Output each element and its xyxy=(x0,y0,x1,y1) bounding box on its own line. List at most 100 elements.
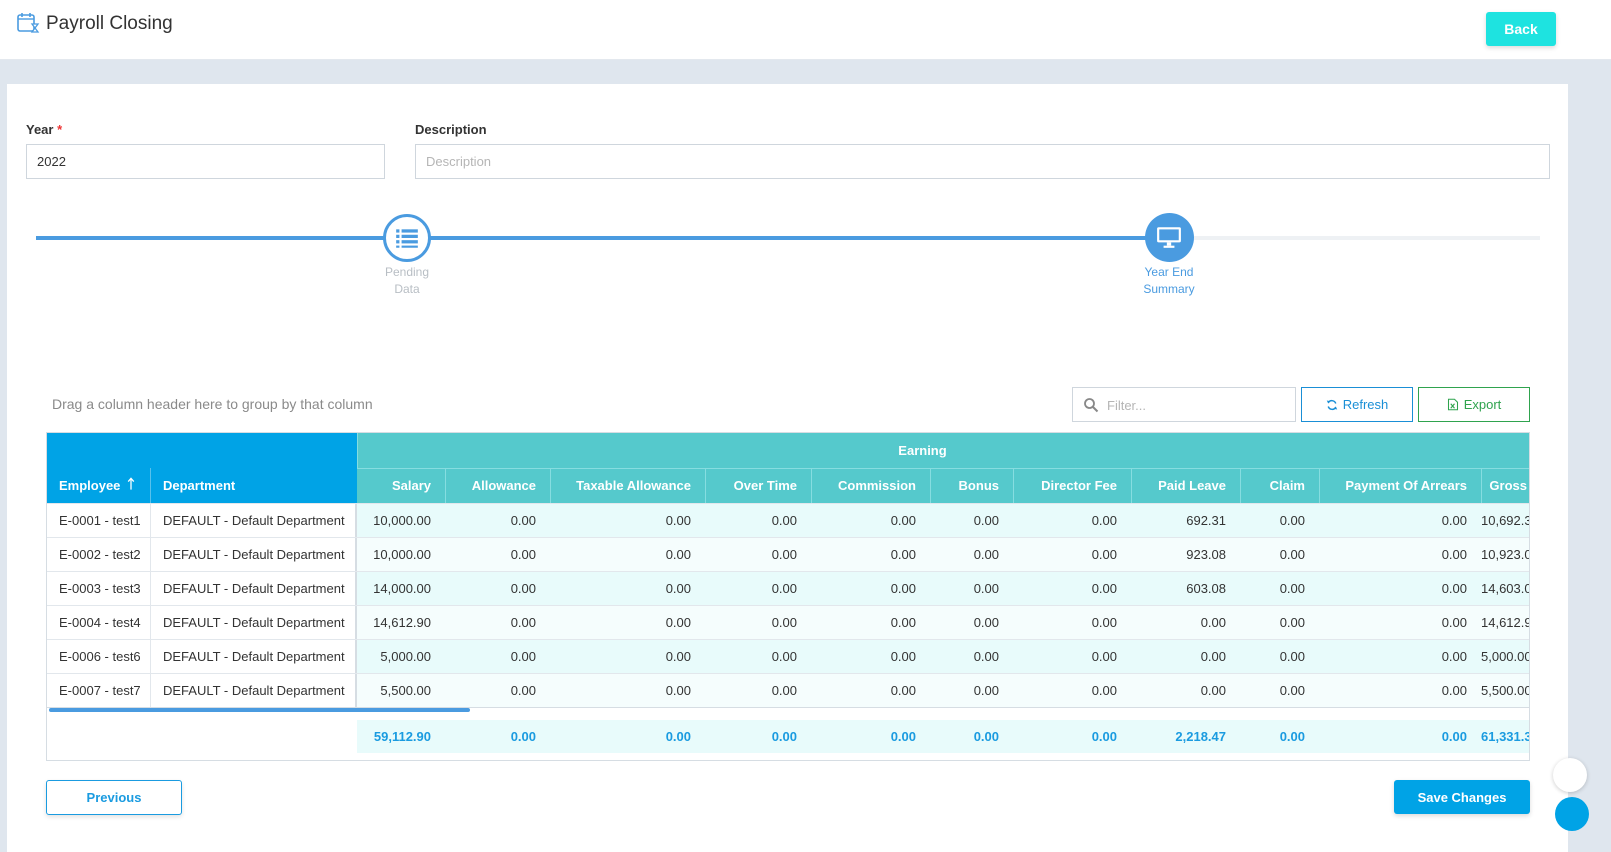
stepper-progress-line xyxy=(36,236,1169,240)
column-header[interactable]: Claim xyxy=(1240,469,1319,503)
value-cell: 0.00 xyxy=(811,606,930,639)
column-header[interactable]: Bonus xyxy=(930,469,1013,503)
total-cell: 0.00 xyxy=(973,729,999,744)
export-button[interactable]: Export xyxy=(1418,387,1530,422)
table-row[interactable]: E-0007 - test7 DEFAULT - Default Departme… xyxy=(47,673,1529,707)
value-cell: 0.00 xyxy=(930,606,1013,639)
chat-icon[interactable] xyxy=(1555,797,1589,831)
step-label-line: Year End xyxy=(1144,265,1194,279)
department-cell: DEFAULT - Default Department xyxy=(151,606,357,639)
value-cell: 0.00 xyxy=(705,538,811,571)
stepper-remaining-line xyxy=(1169,236,1540,240)
total-cell: 0.00 xyxy=(510,729,536,744)
department-cell: DEFAULT - Default Department xyxy=(151,640,357,673)
column-header-department[interactable]: Department xyxy=(163,478,236,493)
step-label-line: Pending xyxy=(384,265,430,279)
value-cell: 14,612.90 xyxy=(357,606,445,639)
value-cell: 0.00 xyxy=(705,606,811,639)
value-cell: 603.08 xyxy=(1131,572,1240,605)
value-cell: 0.00 xyxy=(930,538,1013,571)
column-header[interactable]: Commission xyxy=(811,469,930,503)
column-header-employee[interactable]: Employee xyxy=(47,468,151,503)
value-cell: 0.00 xyxy=(705,504,811,537)
value-cell: 5,500.00 xyxy=(1481,674,1529,707)
value-cell: 0.00 xyxy=(550,504,705,537)
department-cell: DEFAULT - Default Department xyxy=(151,538,357,571)
value-cell: 0.00 xyxy=(445,640,550,673)
step-pending-data-label: Pending Data xyxy=(362,264,452,298)
department-cell: DEFAULT - Default Department xyxy=(151,504,357,537)
value-cell: 0.00 xyxy=(1240,674,1319,707)
value-cell: 0.00 xyxy=(1240,504,1319,537)
previous-button[interactable]: Previous xyxy=(46,780,182,815)
value-cell: 0.00 xyxy=(445,538,550,571)
column-header[interactable]: Gross xyxy=(1481,469,1529,503)
total-cell: 0.00 xyxy=(1441,729,1467,744)
value-cell: 0.00 xyxy=(1319,538,1481,571)
value-cell: 0.00 xyxy=(811,572,930,605)
value-cell: 10,000.00 xyxy=(357,504,445,537)
description-input[interactable] xyxy=(415,144,1550,179)
value-cell: 0.00 xyxy=(1013,504,1131,537)
value-cell: 0.00 xyxy=(550,538,705,571)
employee-cell: E-0004 - test4 xyxy=(47,606,151,639)
column-header[interactable]: Taxable Allowance xyxy=(550,469,705,503)
value-cell: 0.00 xyxy=(1013,640,1131,673)
table-row[interactable]: E-0006 - test6 DEFAULT - Default Departme… xyxy=(47,639,1529,673)
band-header-earning: Earning xyxy=(357,433,1529,468)
value-cell: 10,923.08 xyxy=(1481,538,1529,571)
table-row[interactable]: E-0002 - test2 DEFAULT - Default Departme… xyxy=(47,537,1529,571)
step-label-line: Data xyxy=(394,282,420,296)
refresh-button[interactable]: Refresh xyxy=(1301,387,1413,422)
year-label: Year * xyxy=(26,122,62,137)
filter-input[interactable] xyxy=(1107,394,1287,416)
value-cell: 0.00 xyxy=(550,674,705,707)
group-panel-hint[interactable]: Drag a column header here to group by th… xyxy=(52,396,373,412)
value-cell: 0.00 xyxy=(1319,606,1481,639)
value-cell: 0.00 xyxy=(550,640,705,673)
excel-file-icon xyxy=(1447,398,1458,411)
value-cell: 0.00 xyxy=(930,504,1013,537)
employee-cell: E-0002 - test2 xyxy=(47,538,151,571)
value-cell: 0.00 xyxy=(705,674,811,707)
filter-box xyxy=(1072,387,1296,422)
value-cell: 0.00 xyxy=(930,674,1013,707)
table-row[interactable]: E-0001 - test1 DEFAULT - Default Departme… xyxy=(47,503,1529,537)
required-mark: * xyxy=(57,122,63,137)
value-cell: 0.00 xyxy=(1319,674,1481,707)
page-title: Payroll Closing xyxy=(46,13,173,34)
save-changes-button[interactable]: Save Changes xyxy=(1394,780,1530,814)
column-header[interactable]: Paid Leave xyxy=(1131,469,1240,503)
description-label: Description xyxy=(415,122,487,137)
value-cell: 0.00 xyxy=(1131,640,1240,673)
step-year-end-summary[interactable] xyxy=(1145,213,1194,262)
side-collapse-button[interactable] xyxy=(1553,758,1587,792)
column-header[interactable]: Director Fee xyxy=(1013,469,1131,503)
column-header[interactable]: Payment Of Arrears xyxy=(1319,469,1481,503)
value-cell: 0.00 xyxy=(1013,674,1131,707)
column-header[interactable]: Over Time xyxy=(705,469,811,503)
value-cell: 0.00 xyxy=(811,640,930,673)
total-cell: 0.00 xyxy=(890,729,916,744)
year-input[interactable] xyxy=(26,144,385,179)
step-pending-data[interactable] xyxy=(383,214,431,262)
value-cell: 0.00 xyxy=(1319,504,1481,537)
earning-sub-header: Salary Allowance Taxable Allowance Over Tim… xyxy=(357,468,1529,503)
value-cell: 0.00 xyxy=(811,504,930,537)
column-header[interactable]: Salary xyxy=(391,478,431,493)
table-row[interactable]: E-0003 - test3 DEFAULT - Default Departme… xyxy=(47,571,1529,605)
total-cell: 0.00 xyxy=(665,729,691,744)
value-cell: 5,500.00 xyxy=(357,674,445,707)
top-bar: Payroll Closing Back xyxy=(0,0,1611,60)
back-button[interactable]: Back xyxy=(1486,12,1556,46)
grid-divider xyxy=(47,707,1529,708)
employee-cell: E-0006 - test6 xyxy=(47,640,151,673)
table-row[interactable]: E-0004 - test4 DEFAULT - Default Departme… xyxy=(47,605,1529,639)
total-cell: 0.00 xyxy=(1279,729,1305,744)
horizontal-scrollbar[interactable] xyxy=(49,708,470,712)
column-header[interactable]: Allowance xyxy=(445,469,550,503)
value-cell: 0.00 xyxy=(550,606,705,639)
value-cell: 0.00 xyxy=(705,640,811,673)
value-cell: 5,000.00 xyxy=(357,640,445,673)
value-cell: 692.31 xyxy=(1131,504,1240,537)
